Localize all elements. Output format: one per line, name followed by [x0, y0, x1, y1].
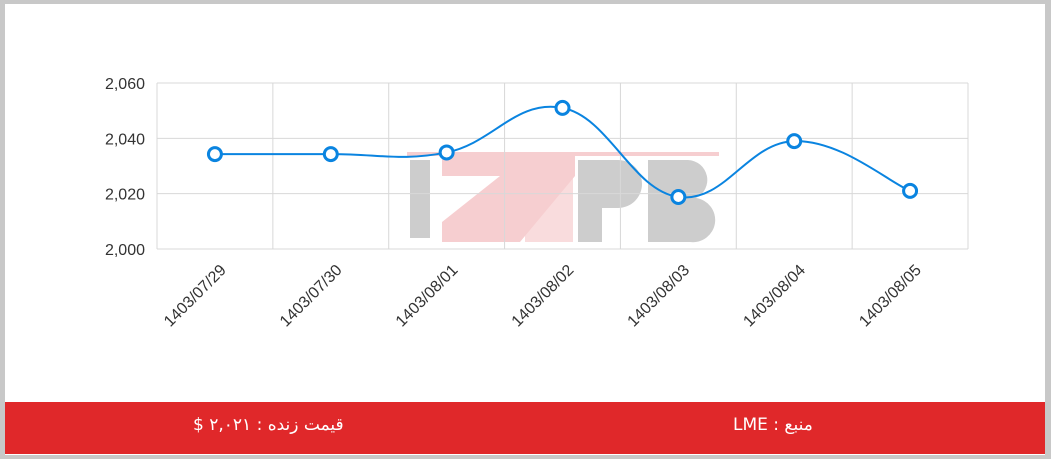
x-tick-label: 1403/07/30 [277, 262, 346, 331]
x-tick-label: 1403/08/01 [393, 262, 462, 331]
data-point [902, 182, 919, 199]
live-price: قیمت زنده : ۲,۰۲۱ $ [193, 415, 344, 435]
y-tick-label: 2,060 [105, 76, 145, 93]
source-label: منبع : LME [733, 415, 813, 435]
data-point [554, 99, 571, 116]
x-tick-label: 1403/07/29 [161, 262, 230, 331]
y-tick-label: 2,000 [105, 242, 145, 259]
footer-bar: قیمت زنده : ۲,۰۲۱ $ منبع : LME [5, 402, 1045, 454]
data-point [670, 188, 687, 205]
data-point [206, 146, 223, 163]
line-chart: 2,000 2,020 2,040 2,060 1403/07/29 1403/07/3… [105, 76, 969, 331]
y-tick-label: 2,040 [105, 131, 145, 148]
x-tick-label: 1403/08/02 [509, 262, 578, 331]
data-point [786, 133, 803, 150]
x-tick-label: 1403/08/05 [856, 262, 925, 331]
x-tick-label: 1403/08/04 [740, 262, 809, 331]
data-point [322, 146, 339, 163]
x-tick-label: 1403/08/03 [625, 262, 694, 331]
y-tick-label: 2,020 [105, 187, 145, 204]
data-point [438, 144, 455, 161]
